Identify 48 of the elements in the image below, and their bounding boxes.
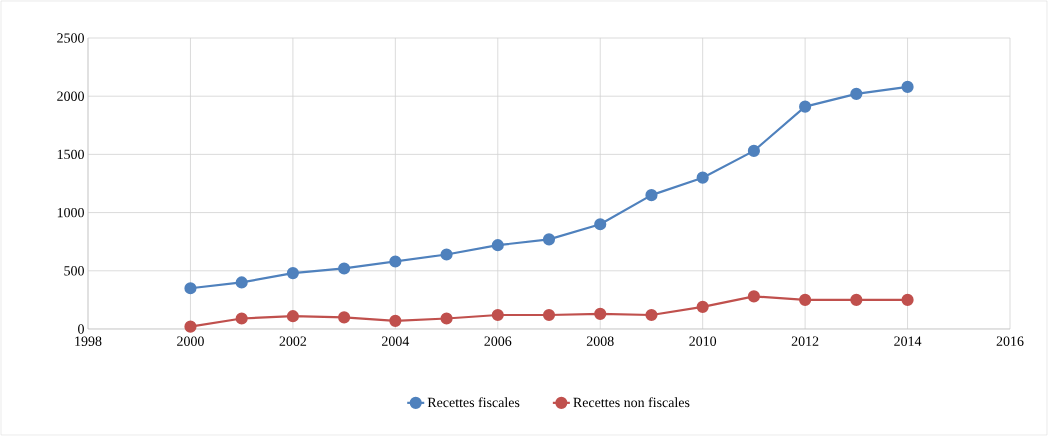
x-tick-label: 2004 <box>382 336 410 346</box>
point <box>235 312 248 325</box>
point <box>901 80 914 93</box>
point <box>747 144 760 157</box>
point <box>594 307 607 320</box>
x-tick-label: 2008 <box>586 336 614 346</box>
point <box>901 293 914 306</box>
point <box>594 218 607 231</box>
x-tick-label: 1998 <box>75 336 102 346</box>
point <box>850 87 863 100</box>
x-tick-label: 2012 <box>791 336 819 346</box>
point <box>338 311 351 324</box>
x-tick-label: 2006 <box>484 336 512 346</box>
point <box>696 300 709 313</box>
x-tick-label: 2010 <box>689 336 717 346</box>
point <box>799 100 812 113</box>
y-tick-label: 0 <box>78 324 84 334</box>
point <box>491 308 504 322</box>
point <box>491 239 504 252</box>
point <box>747 290 760 303</box>
point <box>799 293 812 306</box>
x-tick-label: 2014 <box>894 336 922 346</box>
point <box>542 308 556 322</box>
x-tick-label: 2000 <box>177 336 204 346</box>
point <box>440 248 453 261</box>
point <box>645 189 658 202</box>
x-tick-label: 2002 <box>279 336 307 346</box>
x-tick-label: 2016 <box>996 336 1024 346</box>
point <box>440 312 453 325</box>
y-tick-label: 500 <box>64 266 84 276</box>
y-tick-label: 2000 <box>57 91 84 101</box>
point <box>389 255 402 268</box>
point <box>696 171 709 184</box>
y-tick-label: 2500 <box>57 33 84 43</box>
point <box>286 267 299 280</box>
point <box>645 308 658 322</box>
point <box>184 320 197 333</box>
legend-label: Recettes non fiscales <box>573 397 690 408</box>
point <box>542 233 556 246</box>
legend-label: Recettes fiscales <box>427 397 520 408</box>
y-tick-label: 1000 <box>57 207 84 218</box>
point <box>850 293 863 306</box>
point <box>184 282 197 295</box>
y-tick-label: 1500 <box>57 149 84 160</box>
point <box>286 310 299 323</box>
point <box>235 276 248 289</box>
point <box>338 262 351 275</box>
point <box>389 314 402 327</box>
